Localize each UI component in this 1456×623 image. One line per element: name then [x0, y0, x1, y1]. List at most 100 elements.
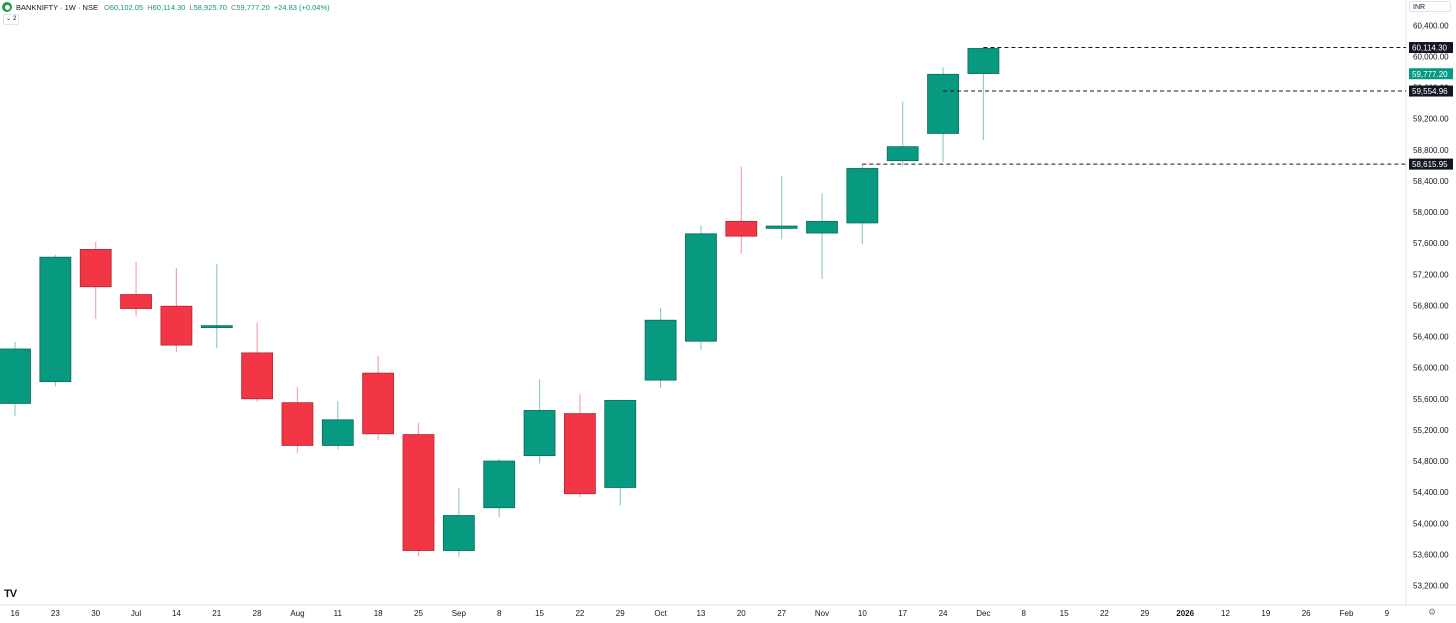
y-tick-label: 57,200.00 [1413, 270, 1449, 279]
candle-body [886, 146, 919, 162]
x-tick-label: 15 [1060, 609, 1069, 618]
level-label-bg [1409, 158, 1453, 170]
candle-body [846, 168, 879, 224]
exchange-logo-icon [2, 2, 12, 12]
collapse-indicators-button[interactable]: ⌄ 2 [3, 14, 20, 25]
candle-body [604, 399, 637, 488]
open-label: O [103, 2, 110, 12]
x-tick-label: 15 [535, 609, 544, 618]
candle-body [725, 220, 758, 237]
symbol-title[interactable]: BANKNIFTY · 1W · NSE [16, 2, 98, 12]
candle-body [806, 220, 838, 234]
y-tick-label: 56,000.00 [1413, 364, 1449, 373]
close-value: 59,777.20 [236, 2, 270, 12]
x-tick-label: 9 [1385, 609, 1390, 618]
close-label: C [230, 2, 237, 12]
x-tick-label: 30 [91, 609, 100, 618]
currency-selector[interactable]: INR [1409, 1, 1451, 12]
change-value: +24.83 (+0.04%) [273, 2, 330, 12]
candle-body [362, 372, 395, 435]
x-tick-label: 14 [172, 609, 181, 618]
candle-body [442, 515, 475, 551]
x-tick-label: 13 [696, 609, 705, 618]
level-label-bg [1409, 85, 1453, 97]
x-tick-label: 29 [1140, 609, 1149, 618]
y-tick-label: 54,000.00 [1413, 519, 1449, 528]
indicator-count: 2 [13, 16, 17, 22]
candle-body [79, 248, 112, 288]
x-tick-label: 23 [51, 609, 60, 618]
y-tick-label: 55,600.00 [1413, 395, 1449, 404]
x-tick-label: Oct [654, 609, 667, 618]
x-tick-label: 8 [497, 609, 502, 618]
x-tick-label: 22 [575, 609, 584, 618]
x-tick-label: 25 [414, 609, 423, 618]
x-tick-label: 24 [939, 609, 948, 618]
symbol-legend[interactable]: BANKNIFTY · 1W · NSE O60,102.05 H60,114.… [2, 1, 330, 13]
y-tick-label: 55,200.00 [1413, 426, 1449, 435]
candle-body [644, 319, 677, 381]
candle-body [39, 256, 72, 383]
candle-body [241, 352, 274, 400]
x-tick-label: 20 [737, 609, 746, 618]
y-tick-label: 53,200.00 [1413, 582, 1449, 591]
x-tick-label: 26 [1302, 609, 1311, 618]
candle-body [765, 225, 798, 229]
x-tick-label: Aug [290, 609, 304, 618]
open-value: 60,102.05 [109, 2, 144, 12]
last-price-label: 59,777.20 [1412, 70, 1448, 79]
x-tick-label: Feb [1340, 609, 1354, 618]
high-label: H [147, 2, 153, 12]
tradingview-logo-icon: TV [4, 588, 17, 600]
y-tick-label: 58,800.00 [1413, 146, 1449, 155]
x-tick-label: 18 [374, 609, 383, 618]
x-tick-label: 16 [11, 609, 20, 618]
x-tick-label: Dec [976, 609, 990, 618]
candle-body [321, 419, 354, 446]
x-tick-label: 22 [1100, 609, 1109, 618]
candle-body [967, 48, 1000, 74]
candle-body [564, 413, 596, 495]
x-tick-label: Sep [452, 609, 467, 618]
ohlc-open: O60,102.05 [104, 3, 143, 12]
y-tick-label: 57,600.00 [1413, 239, 1449, 248]
x-tick-label: 19 [1261, 609, 1270, 618]
candle-body [685, 233, 717, 342]
x-tick-label: Nov [815, 609, 829, 618]
y-tick-label: 58,400.00 [1413, 177, 1449, 186]
x-tick-label: 12 [1221, 609, 1230, 618]
high-value: 60,114.30 [152, 2, 186, 12]
candle-body [200, 325, 233, 329]
x-tick-label: 28 [253, 609, 262, 618]
x-tick-label: 27 [777, 609, 786, 618]
low-value: 58,925.70 [193, 2, 227, 12]
gear-icon[interactable]: ⚙ [1428, 607, 1437, 617]
y-tick-label: 53,600.00 [1413, 550, 1449, 559]
level-label-bg [1409, 42, 1453, 54]
x-tick-label: 8 [1022, 609, 1027, 618]
level-label: 60,114.30 [1412, 44, 1448, 53]
y-tick-label: 54,800.00 [1413, 457, 1449, 466]
candle-body [160, 305, 193, 346]
x-tick-label: 10 [858, 609, 867, 618]
candle-body [120, 294, 152, 309]
x-tick-label: 11 [334, 609, 343, 618]
y-tick-label: 58,000.00 [1413, 208, 1449, 217]
candle-body [523, 410, 556, 456]
ohlc-high: H60,114.30 [147, 3, 185, 12]
candle-body [927, 73, 959, 134]
x-tick-label: 21 [212, 609, 221, 618]
x-tick-label: 17 [898, 609, 907, 618]
ohlc-low: L58,925.70 [189, 3, 227, 12]
level-label: 59,554.96 [1412, 87, 1448, 96]
level-label: 58,615.95 [1412, 160, 1448, 169]
y-tick-label: 60,400.00 [1413, 21, 1449, 30]
y-tick-label: 60,000.00 [1413, 52, 1449, 61]
y-tick-label: 59,200.00 [1413, 115, 1449, 124]
last-price-bg [1409, 68, 1453, 80]
x-tick-label: 2026 [1176, 609, 1194, 618]
y-tick-label: 56,800.00 [1413, 301, 1449, 310]
x-tick-label: 29 [616, 609, 625, 618]
